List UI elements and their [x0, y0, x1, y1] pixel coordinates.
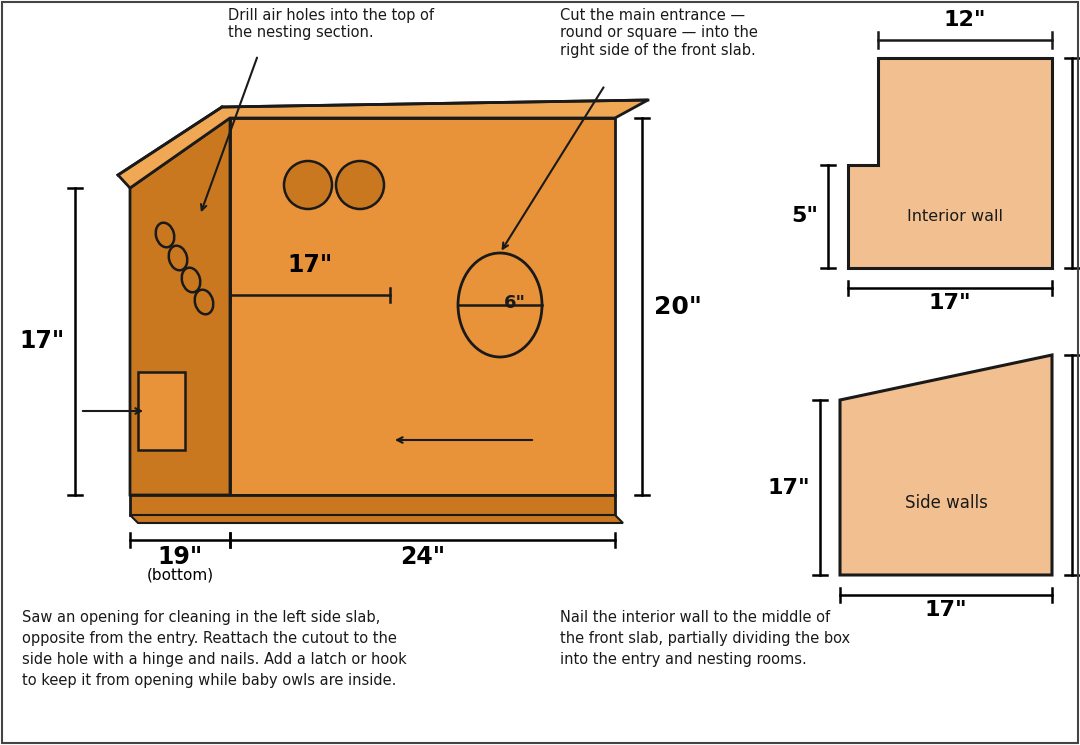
Text: 20": 20"	[654, 294, 702, 319]
Text: Cut the main entrance —
round or square — into the
right side of the front slab.: Cut the main entrance — round or square …	[561, 8, 758, 58]
Text: 17": 17"	[287, 253, 333, 277]
Text: Saw an opening for cleaning in the left side slab,
opposite from the entry. Reat: Saw an opening for cleaning in the left …	[22, 610, 407, 688]
Polygon shape	[130, 118, 230, 495]
Circle shape	[336, 161, 384, 209]
Polygon shape	[230, 118, 615, 495]
Text: 17": 17"	[929, 293, 971, 313]
Text: Drill air holes into the top of
the nesting section.: Drill air holes into the top of the nest…	[228, 8, 434, 40]
Text: (bottom): (bottom)	[147, 568, 214, 583]
Polygon shape	[130, 495, 615, 515]
Text: Side walls: Side walls	[905, 493, 987, 512]
Circle shape	[284, 161, 332, 209]
Text: 12": 12"	[944, 10, 986, 30]
Ellipse shape	[181, 267, 200, 292]
Ellipse shape	[194, 290, 213, 314]
Ellipse shape	[168, 246, 187, 270]
Bar	[138, 372, 185, 450]
Ellipse shape	[458, 253, 542, 357]
Text: 24": 24"	[400, 545, 445, 569]
Text: Nail the interior wall to the middle of
the front slab, partially dividing the b: Nail the interior wall to the middle of …	[561, 610, 850, 667]
Ellipse shape	[156, 223, 174, 247]
Text: 6": 6"	[504, 294, 526, 312]
Text: 17": 17"	[19, 329, 65, 353]
Polygon shape	[840, 355, 1052, 575]
Text: 17": 17"	[768, 478, 810, 498]
Polygon shape	[130, 515, 623, 523]
Text: 17": 17"	[924, 600, 968, 620]
Text: Interior wall: Interior wall	[907, 209, 1003, 224]
Text: 5": 5"	[791, 206, 818, 226]
Polygon shape	[118, 100, 648, 188]
Polygon shape	[848, 58, 1052, 268]
Text: 19": 19"	[158, 545, 203, 569]
